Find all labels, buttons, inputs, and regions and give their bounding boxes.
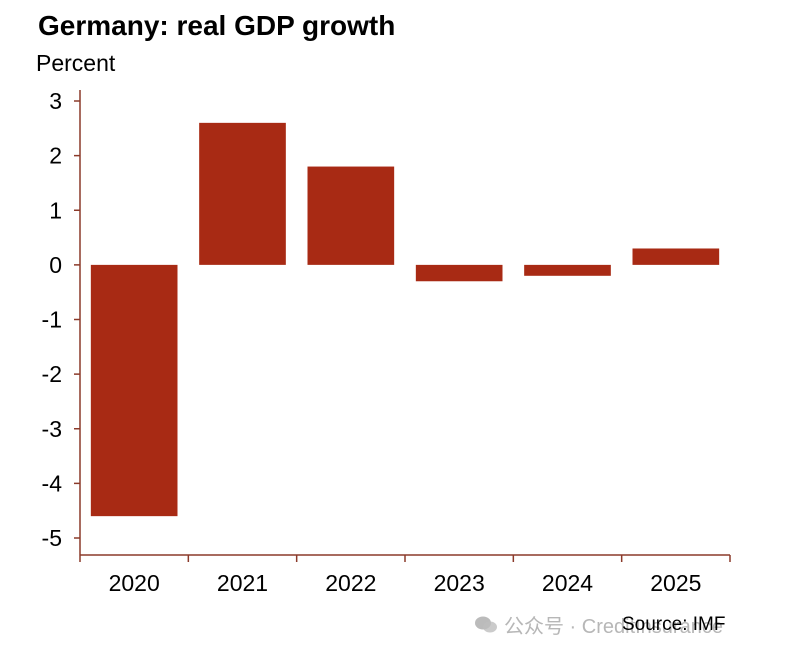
bar-2021 (199, 122, 286, 265)
wechat-icon (475, 616, 497, 632)
y-axis-label: Percent (36, 50, 116, 76)
y-tick-label: -1 (42, 307, 62, 333)
y-tick-label: -3 (42, 416, 62, 442)
y-tick-label: -4 (42, 470, 63, 496)
chart-title: Germany: real GDP growth (38, 10, 396, 41)
watermark-text: 公众号 · CreditInsurance (504, 616, 723, 638)
bar-2023 (415, 264, 503, 282)
x-tick-label: 2025 (650, 570, 701, 596)
source-note: Source: IMF (622, 614, 726, 635)
y-tick-label: -2 (42, 361, 62, 387)
y-tick-label: 3 (49, 88, 62, 114)
y-tick-label: -5 (42, 525, 62, 551)
x-tick-label: 2020 (109, 570, 160, 596)
y-tick-label: 1 (49, 197, 62, 223)
watermark: 公众号 · CreditInsurance (474, 610, 723, 639)
x-tick-label: 2022 (325, 570, 376, 596)
x-tick-label: 2024 (542, 570, 593, 596)
bar-2025 (632, 248, 720, 265)
bar-2020 (90, 264, 178, 517)
x-tick-label: 2023 (434, 570, 485, 596)
bar-2024 (524, 264, 611, 276)
y-tick-label: 2 (49, 143, 62, 169)
y-tick-label: 0 (49, 252, 62, 278)
x-tick-label: 2021 (217, 570, 268, 596)
bar-2022 (307, 166, 395, 265)
